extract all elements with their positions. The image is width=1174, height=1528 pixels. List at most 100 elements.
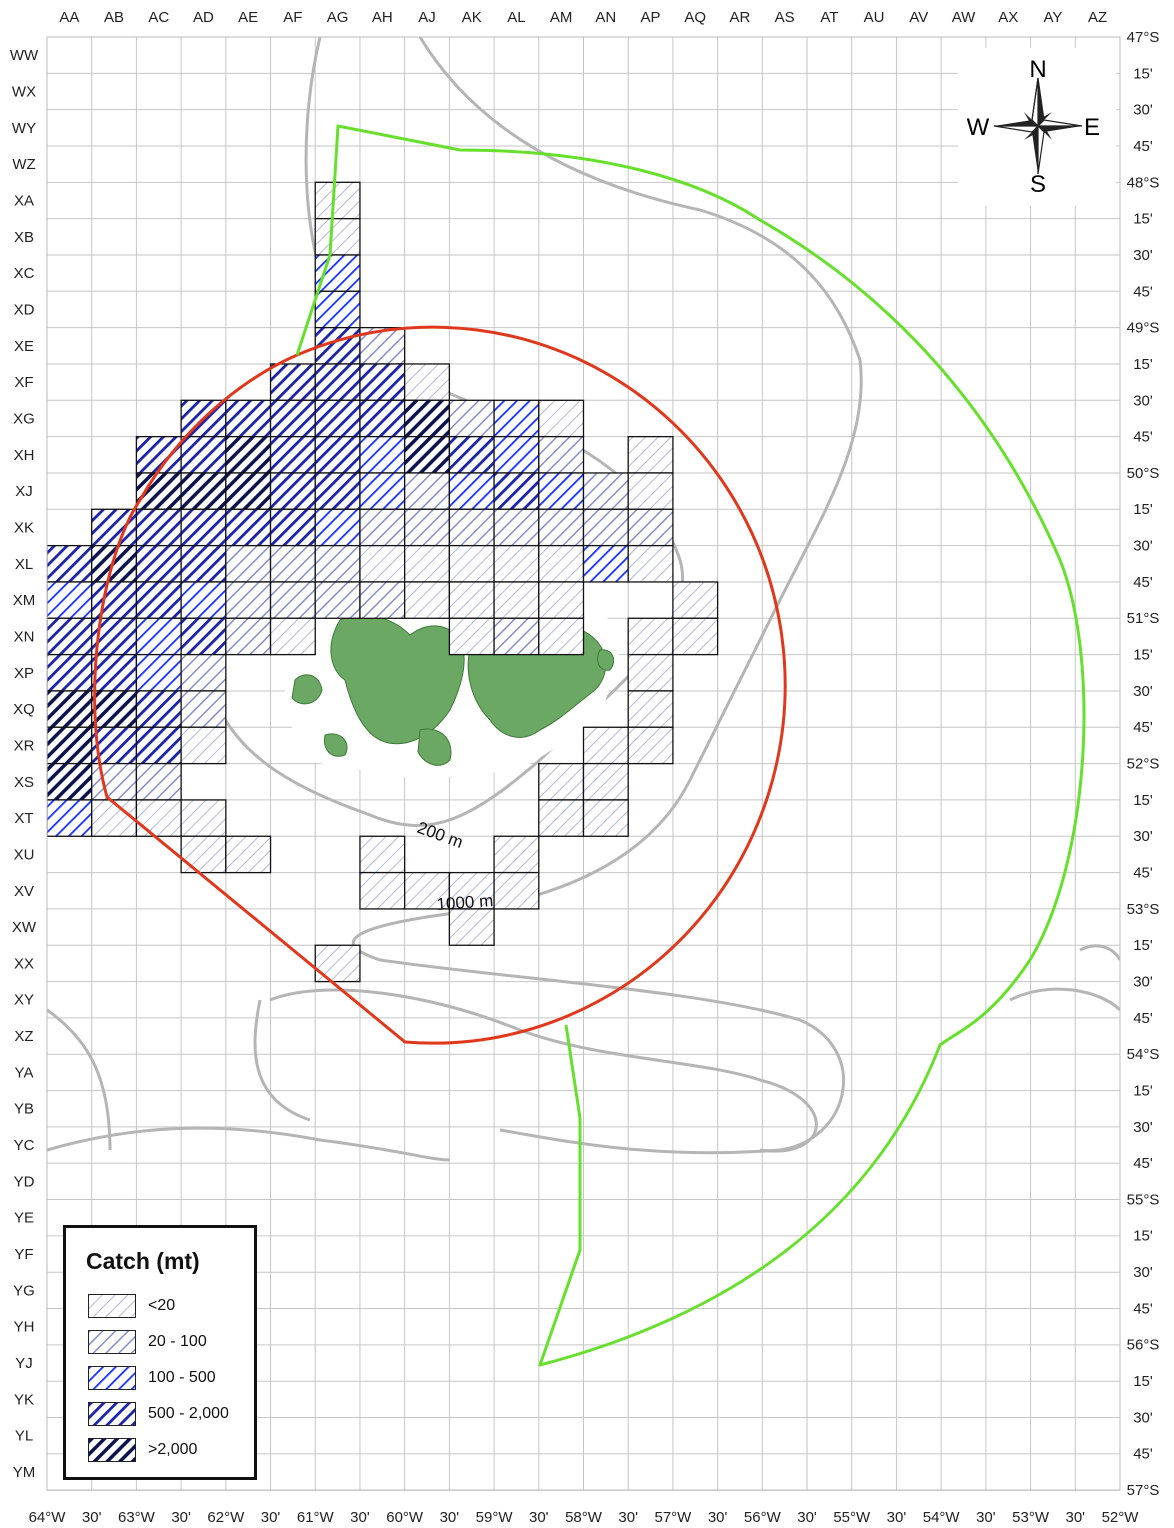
row-label: XM — [13, 592, 36, 609]
row-label: YK — [14, 1391, 34, 1408]
catch-legend: Catch (mt) <20 20 - 100 100 - 500 500 - … — [63, 1225, 257, 1480]
column-label: AL — [507, 9, 525, 26]
depth-contour-line — [47, 988, 818, 1162]
column-label: AX — [998, 9, 1018, 26]
latitude-label: 52°S — [1127, 756, 1160, 773]
catch-cell — [269, 472, 316, 510]
latitude-label: 45' — [1133, 719, 1153, 736]
row-label: XX — [14, 955, 34, 972]
row-label: XE — [14, 338, 34, 355]
map-frame — [46, 36, 1121, 1491]
row-label: YD — [14, 1173, 35, 1190]
column-label: AY — [1043, 9, 1062, 26]
catch-cell — [538, 435, 585, 474]
legend-swatch-class-3 — [88, 1366, 136, 1390]
catch-cell — [91, 799, 138, 837]
row-label: XB — [14, 229, 34, 246]
latitude-label: 30' — [1133, 392, 1153, 409]
column-label: AS — [775, 9, 795, 26]
catch-cell — [225, 617, 272, 656]
catch-cell — [180, 617, 227, 656]
legend-label-class-4: 500 - 2,000 — [148, 1405, 229, 1422]
catch-cell — [269, 363, 316, 401]
row-label: XD — [14, 301, 35, 318]
column-label: AF — [283, 9, 302, 26]
latitude-label: 15' — [1133, 792, 1153, 809]
catch-cells-layer — [47, 181, 719, 983]
catch-cell — [180, 581, 227, 619]
legend-row-class-5: >2,000 — [88, 1437, 197, 1463]
depth-contour-line — [1009, 944, 1120, 1012]
column-label: AQ — [684, 9, 706, 26]
longitude-label: 30' — [797, 1509, 817, 1526]
catch-cell — [135, 544, 182, 583]
catch-cell — [582, 799, 629, 837]
row-label: XK — [14, 519, 34, 536]
row-label: YB — [14, 1101, 34, 1118]
catch-cell — [314, 290, 361, 329]
row-label: YM — [13, 1464, 36, 1481]
row-label: XA — [14, 192, 34, 209]
outer-zone-boundary — [295, 124, 1086, 1367]
longitude-label: 57°W — [654, 1509, 692, 1526]
catch-cell — [225, 835, 272, 874]
catch-cell — [135, 472, 182, 510]
compass-south-label: S — [1030, 171, 1046, 198]
island-landmass — [323, 733, 348, 757]
catch-cell — [135, 726, 182, 765]
row-label: XG — [13, 410, 35, 427]
latitude-label: 45' — [1133, 283, 1153, 300]
island-landmass — [417, 728, 452, 766]
catch-cell — [493, 544, 540, 583]
compass-west-label: W — [967, 114, 990, 141]
catch-cell — [404, 508, 451, 547]
latitude-label: 30' — [1133, 1119, 1153, 1136]
longitude-label: 30' — [529, 1509, 549, 1526]
catch-cell — [314, 581, 361, 619]
catch-cell — [269, 581, 316, 619]
catch-cell — [404, 581, 451, 619]
island-landmass — [291, 674, 323, 705]
catch-cell — [180, 799, 227, 837]
catch-cell — [448, 908, 495, 946]
catch-cell — [493, 508, 540, 547]
catch-cell — [448, 435, 495, 474]
latitude-label: 15' — [1133, 1228, 1153, 1245]
legend-swatch-class-5 — [88, 1438, 136, 1462]
latitude-label: 30' — [1133, 828, 1153, 845]
catch-cell — [448, 472, 495, 510]
latitude-label: 45' — [1133, 574, 1153, 591]
catch-cell — [180, 653, 227, 692]
depth-contour-line — [351, 37, 863, 1155]
row-label: YF — [14, 1246, 33, 1263]
row-labels: WW WX WY WZ XA XB XC XD XE XF XG XH XJ XK XL XM XN XP XQ XR… — [10, 47, 39, 1481]
longitude-label: 54°W — [923, 1509, 961, 1526]
legend-swatch-class-1 — [88, 1294, 136, 1318]
row-label: XF — [14, 374, 33, 391]
catch-cell — [269, 544, 316, 583]
longitude-label: 30' — [976, 1509, 996, 1526]
column-labels: AA AB AC AD AE AF AG AH AJ AK AL AM AN AP AQ AR AS AT AU AV… — [59, 9, 1107, 26]
latitude-label: 30' — [1133, 1264, 1153, 1281]
row-label: WY — [12, 120, 36, 137]
catch-cell — [135, 762, 182, 801]
catch-cell — [448, 544, 495, 583]
longitude-label: 64°W — [29, 1509, 67, 1526]
column-label: AD — [193, 9, 214, 26]
catch-cell — [91, 544, 138, 583]
latitude-label: 30' — [1133, 247, 1153, 264]
latitude-label: 45' — [1133, 1446, 1153, 1463]
catch-cell — [538, 508, 585, 547]
catch-cell — [538, 799, 585, 837]
catch-cell — [493, 617, 540, 656]
catch-cell — [672, 617, 719, 656]
row-label: XW — [12, 919, 37, 936]
row-label: YC — [14, 1137, 35, 1154]
catch-cell — [359, 508, 406, 547]
latitude-label: 47°S — [1127, 29, 1160, 46]
row-label: XH — [14, 447, 35, 464]
longitude-label: 52°W — [1102, 1509, 1140, 1526]
latitude-label: 15' — [1133, 65, 1153, 82]
catch-cell — [448, 508, 495, 547]
catch-cell — [180, 435, 227, 474]
